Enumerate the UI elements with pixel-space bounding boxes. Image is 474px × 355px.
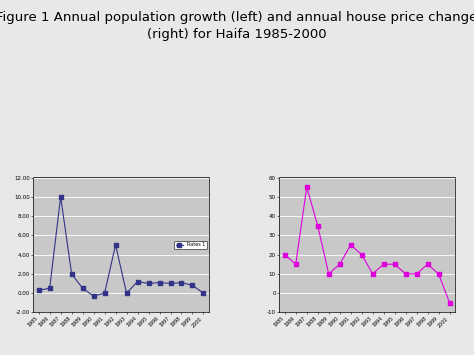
- Rates 2: [304, 185, 310, 189]
- Rates 2: [348, 243, 354, 247]
- Text: Figure 1 Annual population growth (left) and annual house price change
(right) f: Figure 1 Annual population growth (left)…: [0, 11, 474, 41]
- Rates 1: [102, 291, 108, 295]
- Rates 2: [425, 262, 430, 266]
- Rates 2: [414, 272, 419, 276]
- Rates 2: [359, 252, 365, 257]
- Rates 1: [36, 288, 42, 293]
- Rates 1: [124, 291, 129, 295]
- Rates 1: [58, 195, 64, 199]
- Rates 2: [315, 224, 320, 228]
- Line: Rates 1: Rates 1: [37, 195, 205, 298]
- Rates 1: [190, 283, 195, 288]
- Rates 2: [381, 262, 386, 266]
- Rates 2: [326, 272, 331, 276]
- Line: Rates 2: Rates 2: [283, 185, 451, 305]
- Rates 1: [179, 280, 184, 285]
- Legend: Rates 1: Rates 1: [174, 241, 207, 249]
- Rates 2: [293, 262, 299, 266]
- Rates 1: [80, 286, 85, 290]
- Rates 2: [370, 272, 375, 276]
- Rates 1: [168, 282, 173, 286]
- Rates 2: [447, 301, 452, 305]
- Rates 1: [157, 280, 163, 285]
- Rates 2: [282, 252, 288, 257]
- Rates 1: [113, 243, 118, 247]
- Rates 2: [436, 272, 441, 276]
- Rates 1: [91, 294, 96, 298]
- Rates 2: [392, 262, 398, 266]
- Rates 2: [403, 272, 409, 276]
- Rates 1: [201, 291, 206, 295]
- Rates 2: [337, 262, 343, 266]
- Rates 1: [47, 286, 53, 290]
- Rates 1: [69, 272, 74, 276]
- Rates 1: [146, 282, 151, 286]
- Rates 1: [135, 279, 140, 284]
